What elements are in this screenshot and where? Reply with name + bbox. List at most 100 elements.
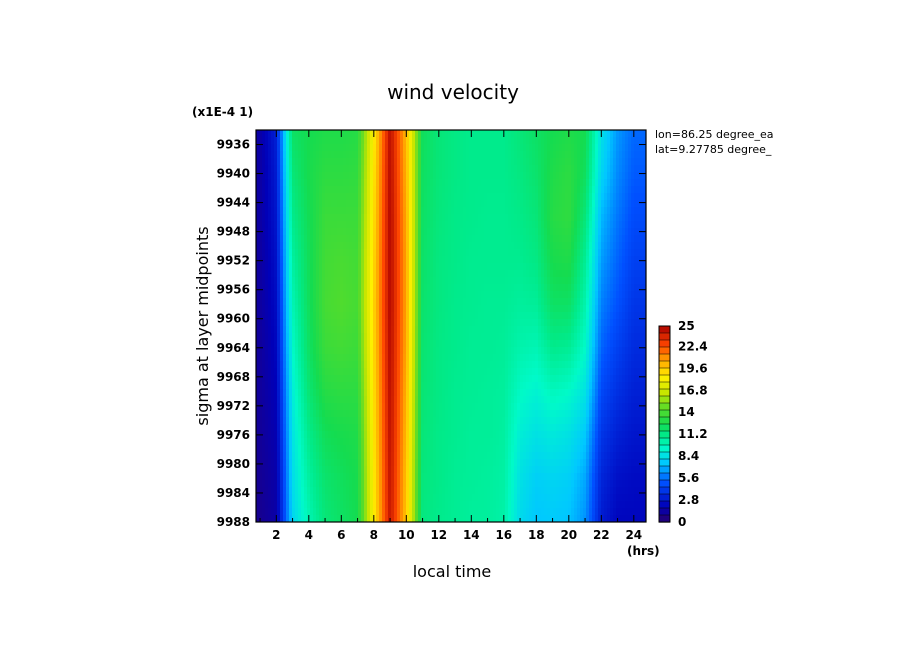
heatmap-cell xyxy=(520,256,524,264)
heatmap-cell xyxy=(442,312,446,320)
heatmap-cell xyxy=(316,333,320,341)
heatmap-cell xyxy=(376,228,380,236)
heatmap-cell xyxy=(403,165,407,173)
heatmap-cell xyxy=(505,431,509,439)
heatmap-cell xyxy=(343,347,347,355)
heatmap-cell xyxy=(496,165,500,173)
heatmap-cell xyxy=(313,473,317,481)
heatmap-cell xyxy=(310,193,314,201)
heatmap-cell xyxy=(424,221,428,229)
heatmap-cell xyxy=(466,410,470,418)
heatmap-cell xyxy=(352,263,356,271)
heatmap-cell xyxy=(475,137,479,145)
heatmap-cell xyxy=(391,333,395,341)
heatmap-cell xyxy=(382,312,386,320)
heatmap-cell xyxy=(256,312,260,320)
heatmap-cell xyxy=(325,228,329,236)
heatmap-cell xyxy=(490,270,494,278)
heatmap-cell xyxy=(403,452,407,460)
heatmap-cell xyxy=(505,494,509,502)
heatmap-cell xyxy=(331,431,335,439)
heatmap-cell xyxy=(364,249,368,257)
heatmap-cell xyxy=(334,200,338,208)
heatmap-cell xyxy=(286,144,290,152)
heatmap-cell xyxy=(313,235,317,243)
heatmap-cell xyxy=(259,158,263,166)
heatmap-cell xyxy=(394,179,398,187)
heatmap-cell xyxy=(295,305,299,313)
heatmap-cell xyxy=(463,459,467,467)
heatmap-cell xyxy=(334,214,338,222)
heatmap-cell xyxy=(403,200,407,208)
heatmap-cell xyxy=(415,312,419,320)
heatmap-cell xyxy=(436,466,440,474)
heatmap-cell xyxy=(298,361,302,369)
heatmap-cell xyxy=(286,382,290,390)
heatmap-cell xyxy=(424,480,428,488)
heatmap-cell xyxy=(505,186,509,194)
heatmap-cell xyxy=(418,298,422,306)
heatmap-cell xyxy=(268,263,272,271)
heatmap-cell xyxy=(262,445,266,453)
heatmap-cell xyxy=(304,333,308,341)
heatmap-cell xyxy=(466,424,470,432)
heatmap-cell xyxy=(475,403,479,411)
heatmap-cell xyxy=(415,515,419,522)
heatmap-cell xyxy=(469,361,473,369)
heatmap-cell xyxy=(352,298,356,306)
heatmap-cell xyxy=(334,284,338,292)
heatmap-cell xyxy=(442,459,446,467)
heatmap-cell xyxy=(289,165,293,173)
heatmap-cell xyxy=(409,459,413,467)
heatmap-cell xyxy=(292,417,296,425)
heatmap-cell xyxy=(445,515,449,522)
heatmap-cell xyxy=(445,158,449,166)
heatmap-cell xyxy=(421,312,425,320)
heatmap-cell xyxy=(511,501,515,509)
heatmap-cell xyxy=(262,235,266,243)
heatmap-cell xyxy=(406,361,410,369)
heatmap-cell xyxy=(319,361,323,369)
heatmap-cell xyxy=(520,151,524,159)
heatmap-cell xyxy=(325,130,329,138)
heatmap-cell xyxy=(433,487,437,495)
heatmap-cell xyxy=(292,459,296,467)
heatmap-cell xyxy=(415,277,419,285)
heatmap-cell xyxy=(493,172,497,180)
heatmap-cell xyxy=(385,214,389,222)
heatmap-cell xyxy=(277,445,281,453)
heatmap-cell xyxy=(400,277,404,285)
heatmap-cell xyxy=(319,375,323,383)
heatmap-cell xyxy=(283,151,287,159)
heatmap-cell xyxy=(460,228,464,236)
heatmap-cell xyxy=(400,291,404,299)
heatmap-cell xyxy=(352,214,356,222)
heatmap-cell xyxy=(424,403,428,411)
heatmap-cell xyxy=(364,382,368,390)
heatmap-cell xyxy=(403,424,407,432)
heatmap-cell xyxy=(496,438,500,446)
heatmap-cell xyxy=(421,151,425,159)
heatmap-cell xyxy=(322,501,326,509)
heatmap-cell xyxy=(325,368,329,376)
heatmap-cell xyxy=(484,284,488,292)
heatmap-cell xyxy=(307,333,311,341)
heatmap-cell xyxy=(274,235,278,243)
heatmap-cell xyxy=(319,340,323,348)
heatmap-cell xyxy=(394,340,398,348)
heatmap-cell xyxy=(340,424,344,432)
heatmap-cell xyxy=(463,347,467,355)
heatmap-cell xyxy=(445,382,449,390)
heatmap-cell xyxy=(397,305,401,313)
heatmap-cell xyxy=(358,431,362,439)
heatmap-cell xyxy=(478,403,482,411)
heatmap-cell xyxy=(523,144,527,152)
heatmap-cell xyxy=(262,389,266,397)
heatmap-cell xyxy=(256,256,260,264)
heatmap-cell xyxy=(502,340,506,348)
heatmap-cell xyxy=(418,466,422,474)
heatmap-cell xyxy=(328,200,332,208)
heatmap-cell xyxy=(373,515,377,522)
heatmap-cell xyxy=(505,354,509,362)
heatmap-cell xyxy=(265,340,269,348)
